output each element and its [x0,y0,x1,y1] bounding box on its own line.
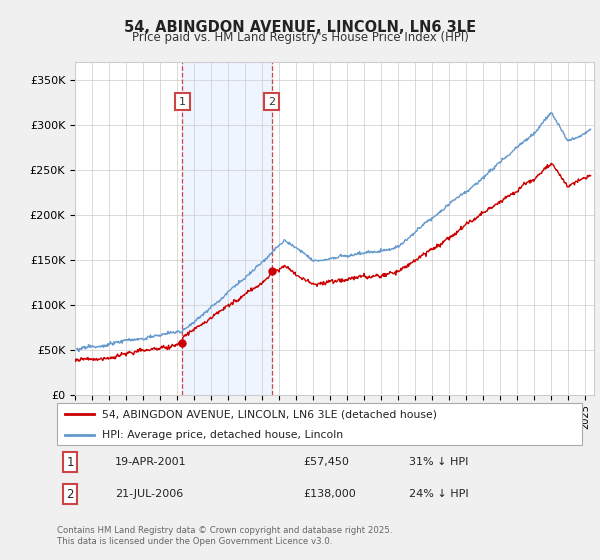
Text: Price paid vs. HM Land Registry's House Price Index (HPI): Price paid vs. HM Land Registry's House … [131,31,469,44]
Text: 24% ↓ HPI: 24% ↓ HPI [409,489,469,500]
Text: 21-JUL-2006: 21-JUL-2006 [115,489,183,500]
Text: 31% ↓ HPI: 31% ↓ HPI [409,457,468,467]
FancyBboxPatch shape [57,403,582,445]
Text: HPI: Average price, detached house, Lincoln: HPI: Average price, detached house, Linc… [101,430,343,440]
Text: Contains HM Land Registry data © Crown copyright and database right 2025.
This d: Contains HM Land Registry data © Crown c… [57,526,392,546]
Text: 2: 2 [268,96,275,106]
Text: 54, ABINGDON AVENUE, LINCOLN, LN6 3LE: 54, ABINGDON AVENUE, LINCOLN, LN6 3LE [124,20,476,35]
Text: 19-APR-2001: 19-APR-2001 [115,457,187,467]
Text: 1: 1 [179,96,186,106]
Text: 2: 2 [67,488,74,501]
Text: £57,450: £57,450 [304,457,350,467]
Text: £138,000: £138,000 [304,489,356,500]
Text: 54, ABINGDON AVENUE, LINCOLN, LN6 3LE (detached house): 54, ABINGDON AVENUE, LINCOLN, LN6 3LE (d… [101,409,437,419]
Bar [182,62,272,395]
Text: 1: 1 [67,456,74,469]
